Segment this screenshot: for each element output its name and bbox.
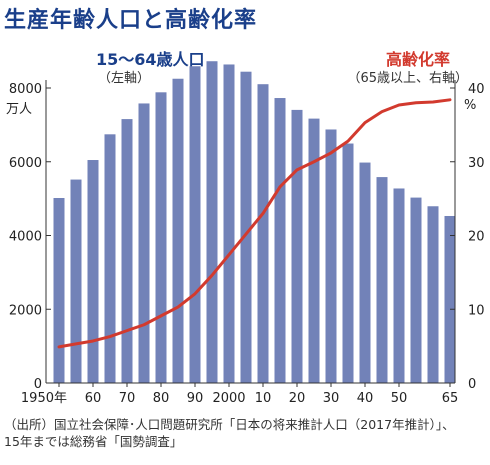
- bar-2015: [274, 98, 286, 383]
- bar-2050: [393, 188, 405, 383]
- y-left-tick-label-2000: 2000: [9, 303, 42, 318]
- y-right-unit: %: [464, 98, 477, 113]
- x-tick-label-1980: 80: [153, 391, 170, 406]
- bar-2010: [257, 84, 269, 383]
- x-tick-label-2030: 30: [323, 391, 340, 406]
- bar-1960: [87, 160, 99, 383]
- bar-1990: [189, 66, 201, 384]
- x-tick-label-2065: 65: [442, 391, 459, 406]
- y-right-tick-label-10: 10: [468, 303, 485, 318]
- y-right-tick-label-30: 30: [468, 156, 485, 171]
- y-right-tick-label-40: 40: [468, 82, 485, 97]
- bar-2045: [376, 177, 388, 383]
- y-left-tick-label-6000: 6000: [9, 156, 42, 171]
- source-line-2: 15年までは総務省「国勢調査」: [4, 434, 183, 449]
- legend-working-age-population: 15〜64歳人口: [96, 50, 205, 69]
- y-left-tick-label-8000: 8000: [9, 82, 42, 97]
- bar-1985: [172, 78, 184, 384]
- bar-1965: [104, 134, 116, 383]
- bar-2065: [444, 215, 456, 383]
- source-line-1: （出所）国立社会保障･人口問題研究所「日本の将来推計人口（2017年推計）」、: [4, 417, 455, 432]
- combo-chart: 0 2000 4000 6000 8000 0 10 20 30 40 1950年 60 70 80 90 2…: [9, 61, 485, 406]
- x-tick-label-2000: 2000: [212, 391, 245, 406]
- bar-2060: [427, 206, 439, 383]
- x-tick-label-1970: 70: [119, 391, 136, 406]
- bar-2055: [410, 197, 422, 383]
- bar-1955: [70, 179, 82, 383]
- bar-2040: [359, 162, 371, 383]
- bar-1970: [121, 119, 133, 383]
- bar-2035: [342, 143, 354, 383]
- y-left-unit: 万人: [6, 102, 33, 117]
- aging-rate-line: [57, 98, 452, 349]
- x-tick-label-2020: 20: [289, 391, 306, 406]
- bar-2005: [240, 71, 252, 383]
- x-tick-label-2040: 40: [357, 391, 374, 406]
- bar-2025: [308, 118, 320, 384]
- x-tick-label-1990: 90: [187, 391, 204, 406]
- chart-title: 生産年齢人口と高齢化率: [4, 8, 258, 33]
- bar-1950: [53, 198, 65, 383]
- bar-2000: [223, 64, 235, 383]
- legend-working-age-axis-note: （左軸）: [98, 71, 151, 86]
- x-tick-label-2050: 50: [391, 391, 408, 406]
- bar-1980: [155, 92, 167, 383]
- y-left-tick-label-0: 0: [34, 377, 42, 392]
- bar-1995: [206, 61, 218, 383]
- bar-2020: [291, 109, 303, 384]
- bar-2030: [325, 129, 337, 383]
- x-tick-label-1960: 60: [85, 391, 102, 406]
- bar-1975: [138, 103, 150, 383]
- x-tick-label-2010: 10: [255, 391, 272, 406]
- legend-aging-rate: 高齢化率: [385, 50, 450, 69]
- legend-aging-rate-axis-note: （65歳以上、右軸）: [347, 71, 468, 86]
- y-right-tick-label-0: 0: [468, 377, 476, 392]
- x-tick-label-1950: 1950年: [21, 391, 67, 406]
- source-note: （出所）国立社会保障･人口問題研究所「日本の将来推計人口（2017年推計）」、 …: [4, 416, 455, 450]
- y-left-tick-label-4000: 4000: [9, 230, 42, 245]
- y-right-tick-label-20: 20: [468, 230, 485, 245]
